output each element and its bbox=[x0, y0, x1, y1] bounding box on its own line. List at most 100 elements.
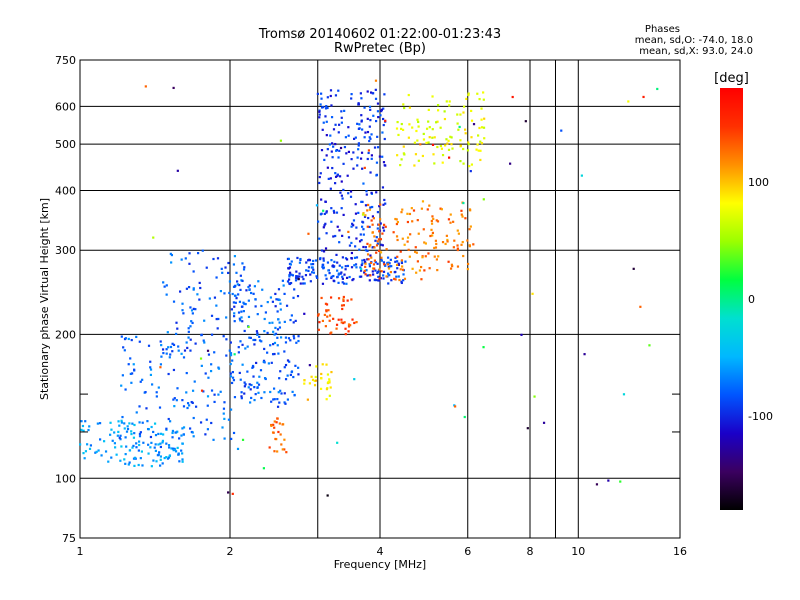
echo-point bbox=[349, 190, 353, 193]
echo-point bbox=[358, 275, 362, 278]
echo-point bbox=[368, 105, 372, 108]
echo-point bbox=[80, 420, 83, 423]
echo-point bbox=[375, 236, 378, 239]
echo-point bbox=[378, 230, 381, 233]
noise-point bbox=[361, 213, 365, 216]
echo-point bbox=[120, 384, 123, 387]
echo-point bbox=[394, 278, 397, 281]
echo-point bbox=[347, 150, 351, 153]
echo-point bbox=[366, 249, 369, 252]
echo-point bbox=[412, 209, 416, 212]
echo-point bbox=[133, 464, 136, 467]
echo-point bbox=[213, 351, 216, 354]
echo-point bbox=[307, 266, 311, 269]
echo-point bbox=[380, 243, 383, 246]
echo-point bbox=[160, 344, 163, 347]
echo-point bbox=[336, 261, 339, 264]
echo-point bbox=[390, 279, 393, 282]
echo-point bbox=[232, 379, 236, 382]
echo-point bbox=[331, 156, 334, 159]
echo-point bbox=[227, 271, 230, 275]
echo-point bbox=[159, 458, 162, 461]
echo-point bbox=[138, 443, 141, 447]
echo-point bbox=[370, 133, 373, 136]
echo-point bbox=[257, 391, 260, 394]
echo-point bbox=[342, 298, 345, 301]
echo-point bbox=[334, 123, 337, 126]
echo-point bbox=[130, 430, 133, 433]
echo-point bbox=[400, 280, 403, 283]
echo-point bbox=[363, 215, 367, 218]
echo-point bbox=[171, 429, 175, 433]
echo-point bbox=[401, 237, 404, 240]
echo-point bbox=[328, 378, 331, 381]
echo-point bbox=[135, 411, 138, 414]
noise-point bbox=[152, 236, 155, 239]
echo-point bbox=[434, 239, 438, 242]
echo-point bbox=[420, 207, 423, 210]
echo-point bbox=[329, 134, 332, 137]
echo-point bbox=[379, 203, 382, 206]
echo-point bbox=[312, 259, 315, 263]
echo-point bbox=[233, 396, 237, 399]
echo-point bbox=[172, 343, 176, 347]
echo-point bbox=[227, 418, 231, 421]
echo-point bbox=[341, 256, 344, 259]
echo-point bbox=[155, 391, 158, 394]
echo-point bbox=[165, 348, 168, 351]
echo-point bbox=[294, 364, 297, 367]
echo-point bbox=[248, 383, 251, 386]
echo-point bbox=[119, 434, 122, 437]
echo-point bbox=[360, 200, 363, 203]
echo-point bbox=[363, 136, 366, 139]
echo-point bbox=[274, 437, 277, 441]
echo-point bbox=[228, 291, 231, 295]
echo-point bbox=[400, 158, 403, 161]
echo-point bbox=[281, 423, 284, 426]
echo-point bbox=[382, 203, 385, 206]
echo-point bbox=[439, 126, 442, 129]
echo-point bbox=[340, 116, 343, 119]
echo-point bbox=[323, 158, 326, 162]
echo-point bbox=[360, 151, 364, 154]
echo-point bbox=[212, 257, 215, 261]
echo-point bbox=[368, 225, 371, 229]
echo-point bbox=[358, 248, 361, 251]
echo-point bbox=[395, 263, 399, 267]
echo-point bbox=[288, 271, 292, 274]
echo-point bbox=[376, 227, 379, 230]
echo-point bbox=[397, 262, 400, 265]
echo-point bbox=[354, 203, 357, 206]
echo-point bbox=[444, 144, 447, 147]
echo-point bbox=[216, 327, 219, 330]
echo-point bbox=[359, 157, 363, 160]
echo-point bbox=[305, 269, 308, 272]
echo-point bbox=[173, 405, 176, 408]
echo-point bbox=[367, 151, 370, 155]
echo-point bbox=[159, 442, 162, 445]
echo-point bbox=[117, 420, 120, 423]
echo-point bbox=[200, 334, 203, 337]
echo-point bbox=[217, 317, 220, 321]
echo-point bbox=[366, 130, 370, 134]
echo-point bbox=[271, 353, 275, 356]
echo-point bbox=[284, 402, 287, 405]
echo-point bbox=[325, 211, 328, 214]
echo-point bbox=[359, 92, 362, 95]
y-tick-label: 75 bbox=[62, 532, 76, 545]
echo-point bbox=[133, 368, 136, 371]
echo-point bbox=[366, 242, 369, 245]
echo-point bbox=[415, 129, 418, 133]
echo-point bbox=[120, 419, 123, 422]
echo-point bbox=[274, 292, 277, 296]
echo-point bbox=[330, 259, 333, 262]
echo-point bbox=[431, 215, 434, 218]
echo-point bbox=[167, 417, 170, 421]
echo-point bbox=[141, 421, 144, 424]
echo-point bbox=[320, 372, 323, 376]
echo-point bbox=[427, 120, 430, 123]
echo-point bbox=[386, 261, 389, 265]
echo-point bbox=[436, 268, 439, 272]
echo-point bbox=[394, 260, 397, 263]
echo-point bbox=[382, 223, 386, 226]
